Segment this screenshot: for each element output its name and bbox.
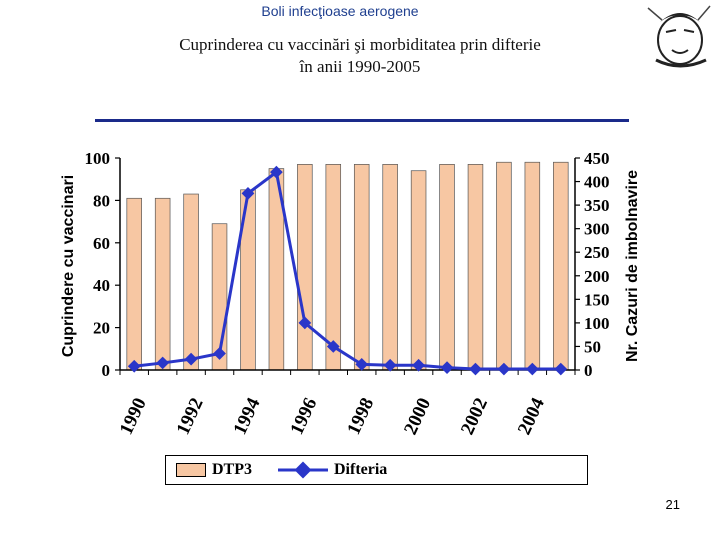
logo-icon xyxy=(647,5,711,68)
y-tick-right-label: 50 xyxy=(584,337,601,356)
y-tick-right-label: 350 xyxy=(584,196,610,215)
x-tick-label: 2002 xyxy=(457,395,492,438)
point-difteria-1991 xyxy=(156,356,170,370)
x-tick-label: 1998 xyxy=(343,395,378,438)
chart-legend: DTP3 Difteria xyxy=(165,455,588,485)
point-difteria-2001 xyxy=(440,361,454,375)
y-tick-left-label: 80 xyxy=(93,191,110,210)
y-tick-right-label: 450 xyxy=(584,149,610,168)
chart-title-line1: Cuprinderea cu vaccinări şi morbiditatea… xyxy=(179,35,541,54)
bar-dtp3-1998 xyxy=(353,164,370,371)
bar-dtp3-2000 xyxy=(410,170,427,371)
bar-dtp3-1997 xyxy=(325,164,342,371)
x-tick-label: 1992 xyxy=(173,395,208,438)
y-axis-right-title: Nr. Cazuri de imbolnavire xyxy=(624,170,641,362)
point-difteria-1994 xyxy=(241,186,255,200)
y-tick-left-label: 100 xyxy=(85,149,111,168)
x-tick-label: 2000 xyxy=(400,395,435,438)
legend-label-dtp3: DTP3 xyxy=(212,461,252,478)
legend-swatch-dtp3 xyxy=(176,463,206,477)
bar-dtp3-1990 xyxy=(126,197,142,371)
x-tick-label: 1996 xyxy=(286,395,321,438)
legend-swatch-difteria xyxy=(278,461,328,479)
point-difteria-1996 xyxy=(298,316,312,330)
y-tick-right-label: 150 xyxy=(584,290,610,309)
y-tick-left-label: 0 xyxy=(102,361,111,380)
y-tick-right-label: 200 xyxy=(584,267,610,286)
point-difteria-1993 xyxy=(213,347,226,360)
point-difteria-1992 xyxy=(184,352,198,366)
header-title: Boli infecţioase aerogene xyxy=(261,3,419,19)
point-difteria-2000 xyxy=(412,358,425,372)
x-tick-label: 1994 xyxy=(229,394,264,438)
bar-dtp3-1996 xyxy=(297,164,313,371)
y-tick-left-label: 20 xyxy=(93,319,110,338)
legend-label-difteria: Difteria xyxy=(334,461,388,478)
y-tick-right-label: 400 xyxy=(584,173,610,192)
y-axis-left-title: Cuprindere cu vaccinari xyxy=(60,175,77,357)
chart-title-line2: în anii 1990-2005 xyxy=(299,57,421,76)
y-tick-right-label: 250 xyxy=(584,243,610,262)
y-tick-left-label: 40 xyxy=(93,276,110,295)
x-tick-label: 1990 xyxy=(116,395,151,438)
y-tick-right-label: 300 xyxy=(584,220,610,239)
point-difteria-1997 xyxy=(326,340,340,353)
chart-title: Cuprinderea cu vaccinări şi morbiditatea… xyxy=(90,34,630,78)
point-difteria-1990 xyxy=(127,359,141,373)
title-divider xyxy=(95,119,629,122)
bar-dtp3-1992 xyxy=(183,193,199,371)
bar-dtp3-2004 xyxy=(524,161,541,371)
y-tick-left-label: 60 xyxy=(93,234,110,253)
point-difteria-2003 xyxy=(497,362,511,376)
point-difteria-1998 xyxy=(355,357,369,371)
bar-dtp3-2001 xyxy=(439,164,455,371)
point-difteria-1995 xyxy=(270,165,283,179)
y-tick-right-label: 100 xyxy=(584,314,610,333)
bar-dtp3-2005 xyxy=(553,161,569,371)
point-difteria-1999 xyxy=(383,358,397,372)
page-number: 21 xyxy=(665,497,680,512)
bar-dtp3-2003 xyxy=(496,161,512,371)
y-tick-right-label: 0 xyxy=(584,361,593,380)
point-difteria-2002 xyxy=(469,362,482,376)
bar-dtp3-1991 xyxy=(154,197,171,371)
x-tick-label: 2004 xyxy=(514,394,549,438)
bar-dtp3-1999 xyxy=(382,164,398,371)
bar-dtp3-2002 xyxy=(467,164,484,371)
line-difteria xyxy=(134,170,561,371)
